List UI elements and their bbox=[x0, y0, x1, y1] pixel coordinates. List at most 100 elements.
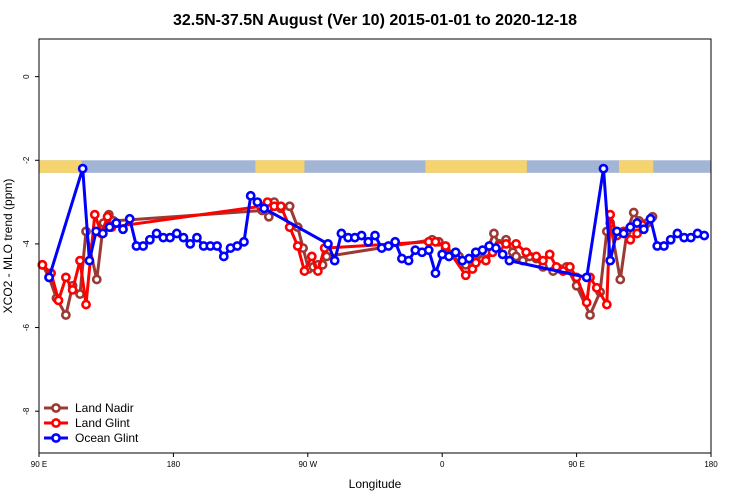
data-point bbox=[329, 255, 340, 266]
data-point bbox=[299, 266, 310, 276]
data-point bbox=[618, 228, 629, 239]
series-layer bbox=[37, 163, 710, 320]
data-point bbox=[632, 218, 642, 228]
data-point bbox=[185, 239, 196, 249]
data-point bbox=[312, 266, 323, 276]
data-point bbox=[178, 232, 189, 243]
data-point bbox=[497, 249, 508, 260]
data-point bbox=[263, 211, 274, 222]
y-tick-label: 0 bbox=[22, 74, 31, 79]
data-point bbox=[511, 251, 522, 262]
data-point bbox=[659, 241, 669, 251]
y-tick-label: -8 bbox=[22, 407, 31, 415]
data-point bbox=[598, 163, 609, 174]
data-point bbox=[531, 251, 542, 262]
legend-item: Land Nadir bbox=[44, 401, 134, 415]
data-point bbox=[67, 285, 78, 295]
data-point bbox=[306, 251, 317, 262]
x-tick-label: 90 E bbox=[31, 460, 47, 469]
data-point bbox=[470, 257, 481, 268]
x-tick-label: 90 E bbox=[568, 460, 584, 469]
x-axis-ticks: 90 E 180 90 W 0 90 E 180 bbox=[31, 453, 718, 469]
plot-frame bbox=[38, 38, 712, 454]
data-point bbox=[212, 241, 222, 251]
x-tick-label: 90 W bbox=[298, 460, 317, 469]
data-point bbox=[638, 224, 649, 235]
data-point bbox=[601, 299, 612, 310]
data-point bbox=[585, 310, 595, 320]
data-point bbox=[440, 241, 451, 251]
data-point bbox=[252, 197, 263, 207]
land-band-segment bbox=[39, 160, 82, 173]
legend-label: Land Glint bbox=[75, 416, 130, 430]
data-point bbox=[60, 272, 71, 283]
data-point bbox=[336, 228, 347, 239]
land-mask-band bbox=[39, 160, 711, 173]
data-point bbox=[521, 247, 532, 258]
data-point bbox=[44, 272, 54, 283]
data-point bbox=[564, 262, 575, 272]
land-band-segment bbox=[425, 160, 527, 173]
data-point bbox=[37, 259, 48, 270]
data-point bbox=[591, 282, 602, 293]
data-point bbox=[403, 255, 414, 266]
data-point bbox=[390, 236, 401, 247]
data-point bbox=[665, 234, 676, 245]
y-tick-label: -4 bbox=[22, 240, 31, 248]
land-band-segment bbox=[255, 160, 305, 173]
data-point bbox=[151, 228, 162, 239]
data-point bbox=[323, 239, 333, 249]
legend-swatch-marker bbox=[51, 403, 61, 413]
data-point bbox=[232, 241, 243, 251]
x-tick-label: 180 bbox=[704, 460, 718, 469]
data-point bbox=[491, 243, 501, 253]
data-point bbox=[489, 228, 499, 239]
data-point bbox=[363, 236, 374, 247]
legend-item: Land Glint bbox=[44, 416, 130, 430]
x-tick-label: 180 bbox=[167, 460, 181, 469]
data-point bbox=[97, 228, 108, 239]
data-point bbox=[218, 251, 229, 262]
data-point bbox=[144, 234, 155, 245]
legend-swatch-marker bbox=[51, 433, 61, 443]
data-point bbox=[53, 295, 64, 306]
data-point bbox=[544, 249, 555, 260]
data-point bbox=[645, 213, 656, 224]
data-point bbox=[605, 255, 616, 266]
data-point bbox=[356, 230, 367, 241]
data-point bbox=[444, 251, 454, 262]
data-point bbox=[75, 255, 85, 266]
chart-title: 32.5N-37.5N August (Ver 10) 2015-01-01 t… bbox=[173, 12, 577, 29]
legend-label: Land Nadir bbox=[75, 401, 134, 415]
legend-item: Ocean Glint bbox=[44, 431, 139, 445]
series-ocean-glint bbox=[44, 163, 710, 283]
data-point bbox=[581, 297, 592, 308]
data-point bbox=[60, 310, 71, 320]
data-point bbox=[383, 241, 394, 251]
data-point bbox=[259, 203, 270, 214]
data-point bbox=[81, 299, 91, 310]
land-band-segment bbox=[618, 160, 654, 173]
data-point bbox=[477, 245, 488, 256]
data-point bbox=[430, 268, 441, 279]
y-tick-label: -6 bbox=[22, 323, 31, 331]
data-point bbox=[699, 230, 710, 241]
y-axis-ticks: 0 -2 -4 -6 -8 bbox=[22, 74, 39, 415]
data-point bbox=[276, 201, 286, 212]
data-point bbox=[138, 241, 149, 251]
data-point bbox=[292, 241, 303, 251]
data-point bbox=[450, 247, 461, 258]
data-point bbox=[685, 232, 696, 243]
data-point bbox=[284, 201, 295, 212]
data-point bbox=[165, 232, 175, 243]
data-point bbox=[104, 222, 115, 233]
data-point bbox=[171, 228, 182, 239]
data-point bbox=[89, 209, 100, 220]
data-point bbox=[124, 213, 135, 224]
data-point bbox=[118, 224, 128, 235]
data-point bbox=[91, 274, 102, 285]
data-point bbox=[625, 234, 636, 245]
legend-label: Ocean Glint bbox=[75, 431, 139, 445]
x-axis-label: Longitude bbox=[349, 477, 402, 491]
